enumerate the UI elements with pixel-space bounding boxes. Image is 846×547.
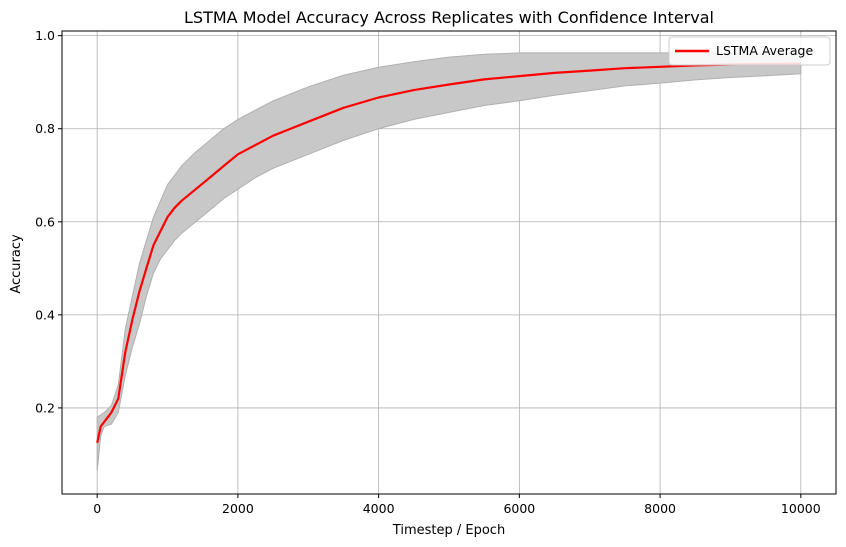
plot-frame [61, 30, 837, 495]
y-tick-label: 0.6 [35, 214, 55, 229]
x-tick-label: 4000 [363, 501, 395, 516]
series-line-lstma-average [96, 62, 801, 444]
x-axis-label: Timestep / Epoch [392, 523, 505, 538]
y-tick-label: 0.2 [35, 400, 55, 415]
x-tick-label: 0 [93, 501, 101, 516]
y-axis-label: Accuracy [9, 234, 24, 294]
confidence-band-area [96, 52, 802, 471]
x-tick-label: 2000 [222, 501, 254, 516]
axes [61, 30, 837, 495]
x-tick-label: 6000 [503, 501, 535, 516]
x-tick-label: 10000 [781, 501, 821, 516]
y-tick-label: 0.4 [35, 307, 55, 322]
confidence-band [96, 52, 802, 471]
series-lines [96, 62, 801, 444]
legend: LSTMA Average [668, 36, 831, 66]
legend-box [668, 36, 831, 66]
tick-labels: 0 2000 4000 6000 8000 10000 0.2 0.4 0.6 0.8 1.0 [35, 28, 821, 516]
y-tick-label: 1.0 [35, 28, 55, 43]
y-tick-label: 0.8 [35, 121, 55, 136]
legend-label: LSTMA Average [716, 43, 813, 58]
chart-title: LSTMA Model Accuracy Across Replicates w… [184, 8, 714, 27]
x-tick-label: 8000 [644, 501, 676, 516]
